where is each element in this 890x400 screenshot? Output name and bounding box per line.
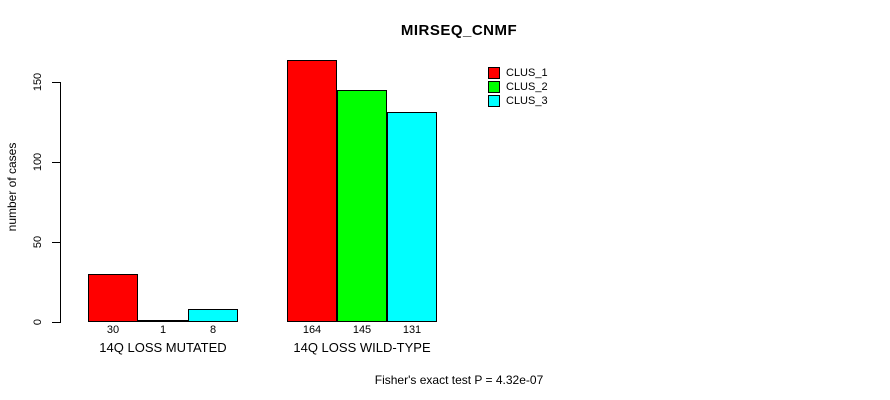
y-tick-label-text: 100 <box>32 152 44 172</box>
bar <box>387 112 437 322</box>
bar-value-label: 164 <box>302 324 322 336</box>
y-axis-tick <box>52 82 60 83</box>
y-axis-tick <box>52 162 60 163</box>
legend-label: CLUS_3 <box>506 95 548 107</box>
legend-label: CLUS_2 <box>506 81 548 93</box>
annotation-text: Fisher's exact test P = 4.32e-07 <box>374 373 544 387</box>
bar-value-label: 1 <box>159 324 167 336</box>
legend: CLUS_1 CLUS_2 CLUS_3 <box>488 66 548 108</box>
y-tick-label-text: 150 <box>32 72 44 92</box>
legend-swatch <box>488 81 500 93</box>
legend-item: CLUS_1 <box>488 66 548 80</box>
y-axis-line <box>60 82 61 323</box>
bar <box>188 309 238 322</box>
group-label: 14Q LOSS WILD-TYPE <box>293 340 431 355</box>
y-axis-tick <box>52 242 60 243</box>
legend-item: CLUS_3 <box>488 94 548 108</box>
bar <box>287 60 337 322</box>
bar-value-label: 131 <box>402 324 422 336</box>
bar <box>88 274 138 322</box>
chart-title: MIRSEQ_CNMF <box>400 22 518 39</box>
legend-swatch <box>488 95 500 107</box>
y-axis-title-text: number of cases <box>5 142 19 232</box>
y-tick-label-text: 0 <box>32 318 44 326</box>
bar <box>337 90 387 322</box>
bar-value-label: 30 <box>106 324 120 336</box>
legend-swatch <box>488 67 500 79</box>
bar-value-label: 145 <box>352 324 372 336</box>
group-label: 14Q LOSS MUTATED <box>99 340 227 355</box>
y-axis-tick <box>52 322 60 323</box>
bar <box>138 320 188 322</box>
bar-value-label: 8 <box>209 324 217 336</box>
legend-label: CLUS_1 <box>506 67 548 79</box>
legend-item: CLUS_2 <box>488 80 548 94</box>
y-tick-label-text: 50 <box>32 235 44 249</box>
